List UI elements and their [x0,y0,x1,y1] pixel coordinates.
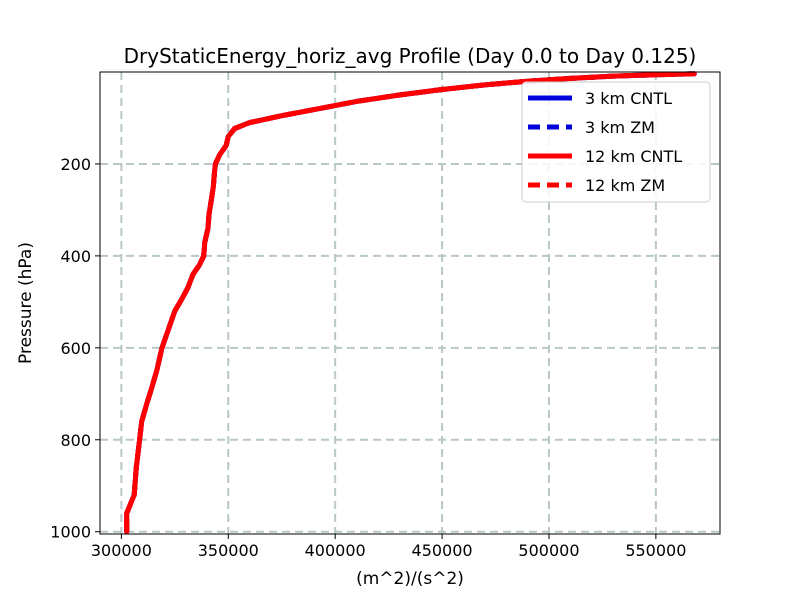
y-tick-label: 1000 [50,523,91,542]
x-tick-label: 300000 [91,541,152,560]
x-axis-label: (m^2)/(s^2) [356,569,464,589]
y-tick-label: 600 [60,339,91,358]
y-tick-label: 400 [60,247,91,266]
series-layer [124,71,697,535]
legend-label: 3 km ZM [585,118,655,137]
series-line-3 [124,71,695,532]
legend-box [521,81,711,203]
x-tick-label: 400000 [305,541,366,560]
x-axis: 300000 350000 400000 450000 500000 550000 [91,534,686,560]
x-tick-label: 350000 [198,541,259,560]
legend-label: 12 km CNTL [585,147,682,166]
plot-frame [99,71,721,535]
legend-label: 3 km CNTL [585,89,672,108]
x-tick-label: 450000 [412,541,473,560]
y-axis-label: Pressure (hPa) [16,242,36,364]
y-tick-label: 200 [60,155,91,174]
y-tick-label: 800 [60,431,91,450]
chart-title: DryStaticEnergy_horiz_avg Profile (Day 0… [124,44,697,68]
legend: 3 km CNTL 3 km ZM 12 km CNTL 12 km ZM [521,81,711,203]
x-tick-label: 550000 [625,541,686,560]
legend-label: 12 km ZM [585,176,665,195]
grid [100,72,720,534]
x-tick-label: 500000 [518,541,579,560]
y-axis: 200 400 600 800 1000 [50,155,100,542]
